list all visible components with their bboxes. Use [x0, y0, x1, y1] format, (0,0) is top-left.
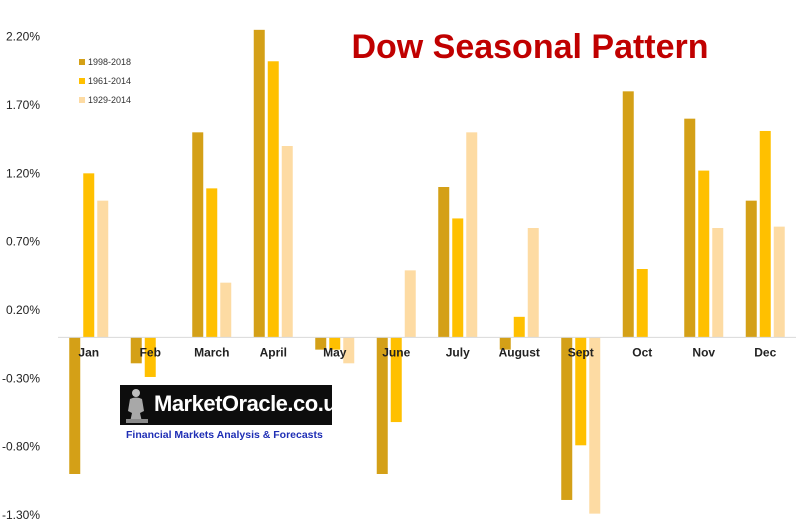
bar-nov-1929-2014 — [712, 228, 724, 338]
x-category-label: Nov — [692, 345, 715, 359]
bar-jan-1929-2014 — [97, 200, 109, 338]
x-category-label: Feb — [140, 345, 161, 359]
bar-nov-1961-2014 — [698, 170, 710, 338]
legend-swatch — [79, 59, 85, 65]
y-tick-label: -0.30% — [2, 371, 40, 385]
x-category-label: May — [323, 345, 347, 359]
bar-march-1929-2014 — [220, 282, 232, 338]
bar-may-1961-2014 — [329, 337, 341, 350]
bar-june-1961-2014 — [390, 337, 402, 423]
bar-jan-1998-2018 — [69, 337, 81, 474]
bar-dec-1961-2014 — [759, 130, 771, 338]
y-tick-label: -0.80% — [2, 440, 40, 454]
y-tick-label: 2.20% — [6, 30, 40, 44]
x-category-label: Oct — [632, 345, 652, 359]
bar-june-1929-2014 — [404, 270, 416, 338]
bar-feb-1998-2018 — [130, 337, 142, 364]
x-category-label: June — [382, 345, 410, 359]
bar-dec-1929-2014 — [773, 226, 785, 338]
x-category-label: Sept — [568, 345, 594, 359]
category-labels: Jan Feb March April May June July August Sept Oct… — [78, 345, 776, 359]
y-tick-label: 0.20% — [6, 303, 40, 317]
bar-nov-1998-2018 — [684, 118, 696, 338]
legend-label: 1929-2014 — [88, 95, 131, 105]
bar-sept-1998-2018 — [561, 337, 573, 500]
bar-series — [69, 29, 785, 514]
y-tick-label: 0.70% — [6, 235, 40, 249]
x-category-label: April — [260, 345, 287, 359]
bar-jan-1961-2014 — [83, 173, 95, 338]
bar-april-1961-2014 — [267, 61, 279, 338]
bar-feb-1961-2014 — [144, 337, 156, 377]
bar-dec-1998-2018 — [745, 200, 757, 338]
logo-name: MarketOracle.co.uk — [154, 391, 348, 416]
chart-title: Dow Seasonal Pattern — [351, 28, 708, 66]
bar-august-1998-2018 — [499, 337, 511, 350]
x-category-label: Dec — [754, 345, 776, 359]
x-category-label: Jan — [78, 345, 99, 359]
y-tick-label: 1.20% — [6, 166, 40, 180]
legend-swatch — [79, 97, 85, 103]
bar-sept-1961-2014 — [575, 337, 587, 446]
x-category-label: August — [499, 345, 540, 359]
legend: 1998-2018 1961-2014 1929-2014 — [79, 57, 131, 105]
legend-label: 1998-2018 — [88, 57, 131, 67]
bar-oct-1998-2018 — [622, 91, 634, 338]
bar-july-1961-2014 — [452, 218, 464, 338]
y-tick-label: 1.70% — [6, 98, 40, 112]
x-category-label: March — [194, 345, 229, 359]
y-axis-labels: 2.20% 1.70% 1.20% 0.70% 0.20% -0.30% -0.80% -1.… — [2, 30, 40, 522]
y-tick-label: -1.30% — [2, 508, 40, 522]
bar-sept-1929-2014 — [589, 337, 601, 514]
bar-july-1998-2018 — [438, 187, 450, 338]
marketoracle-logo: MarketOracle.co.uk Financial Markets Ana… — [120, 385, 348, 443]
statue-figure-icon — [126, 389, 148, 423]
bar-oct-1961-2014 — [636, 269, 648, 338]
bar-july-1929-2014 — [466, 132, 478, 338]
bar-march-1961-2014 — [206, 188, 218, 338]
bar-may-1998-2018 — [315, 337, 327, 350]
legend-swatch — [79, 78, 85, 84]
legend-label: 1961-2014 — [88, 76, 131, 86]
bar-may-1929-2014 — [343, 337, 355, 364]
x-category-label: July — [446, 345, 470, 359]
bar-april-1998-2018 — [253, 29, 265, 338]
bar-august-1961-2014 — [513, 316, 525, 338]
bar-august-1929-2014 — [527, 228, 539, 338]
bar-march-1998-2018 — [192, 132, 204, 338]
logo-banner: MarketOracle.co.uk — [120, 385, 348, 425]
logo-tagline: Financial Markets Analysis & Forecasts — [126, 429, 323, 441]
bar-april-1929-2014 — [281, 146, 293, 338]
bar-june-1998-2018 — [376, 337, 388, 474]
